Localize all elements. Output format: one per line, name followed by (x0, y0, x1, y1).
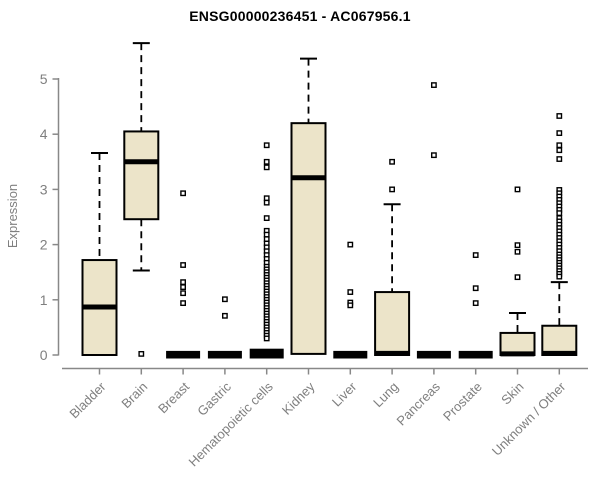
x-tick-label-prostate: Prostate (440, 379, 485, 424)
outlier-point-pancreas (431, 82, 437, 88)
outlier-point-breast (180, 190, 186, 197)
x-tick-label-bladder: Bladder (66, 379, 109, 422)
outlier-point-breast (180, 262, 186, 268)
outlier-point-liver (347, 289, 354, 295)
box-liver (333, 350, 368, 359)
outlier-point-prostate (472, 285, 479, 292)
x-tick-label-breast: Breast (155, 379, 192, 416)
box-unknown-other (541, 324, 578, 356)
box-prostate (458, 350, 493, 359)
chart-title: ENSG00000236451 - AC067956.1 (189, 8, 411, 24)
outlier-point-prostate (472, 300, 479, 307)
x-tick-label-unknown-other: Unknown / Other (489, 379, 569, 459)
outlier-point-unknown-other (556, 142, 563, 149)
x-tick-label-pancreas: Pancreas (394, 379, 444, 429)
box-gastric (207, 350, 242, 359)
outlier-point-unknown-other (556, 113, 563, 119)
outlier-point-hematopoietic-cells (263, 215, 270, 222)
outlier-point-breast (180, 300, 186, 307)
outlier-point-hematopoietic-cells (263, 164, 270, 171)
outlier-point-breast (180, 279, 186, 286)
box-breast (166, 350, 201, 359)
outlier-point-brain (138, 350, 145, 357)
y-tick-label: 3 (40, 181, 48, 197)
box-kidney (290, 122, 327, 355)
y-tick-label: 2 (40, 237, 48, 253)
outlier-point-gastric (221, 296, 228, 303)
outlier-point-unknown-other (556, 210, 563, 217)
outlier-point-liver (347, 302, 354, 309)
y-tick-label: 0 (40, 347, 48, 363)
x-tick-label-gastric: Gastric (194, 379, 234, 419)
outlier-point-breast (180, 290, 186, 297)
outlier-point-hematopoietic-cells (263, 199, 270, 206)
outlier-point-unknown-other (556, 156, 563, 162)
y-tick-label: 1 (40, 292, 48, 308)
outlier-point-pancreas (431, 152, 437, 159)
box-hematopoietic-cells (249, 348, 284, 359)
outlier-point-skin (514, 248, 521, 255)
y-tick-label: 5 (40, 71, 48, 87)
x-tick-label-liver: Liver (329, 379, 360, 410)
outlier-point-prostate (472, 252, 479, 258)
outlier-point-hematopoietic-cells (263, 335, 270, 342)
x-tick-label-lung: Lung (370, 379, 401, 410)
x-tick-label-kidney: Kidney (279, 379, 318, 418)
outlier-point-gastric (221, 312, 228, 319)
x-tick-label-skin: Skin (498, 379, 526, 407)
box-pancreas (416, 350, 451, 359)
outlier-point-unknown-other (556, 147, 563, 154)
outlier-point-lung (389, 186, 395, 193)
outlier-point-hematopoietic-cells (263, 142, 270, 149)
outlier-point-unknown-other (556, 130, 563, 136)
outlier-point-skin (514, 242, 521, 249)
y-tick-label: 4 (40, 126, 48, 142)
outlier-point-liver (347, 241, 354, 248)
x-tick-label-brain: Brain (118, 379, 150, 411)
outlier-point-lung (389, 158, 395, 165)
outlier-point-skin (514, 274, 521, 281)
outlier-point-breast (180, 284, 186, 291)
box-lung (374, 291, 411, 356)
box-brain (123, 130, 160, 221)
outlier-point-hematopoietic-cells (263, 158, 270, 165)
outlier-point-unknown-other (556, 273, 563, 280)
y-axis-title: Expression (5, 184, 20, 248)
outlier-point-skin (514, 186, 521, 193)
